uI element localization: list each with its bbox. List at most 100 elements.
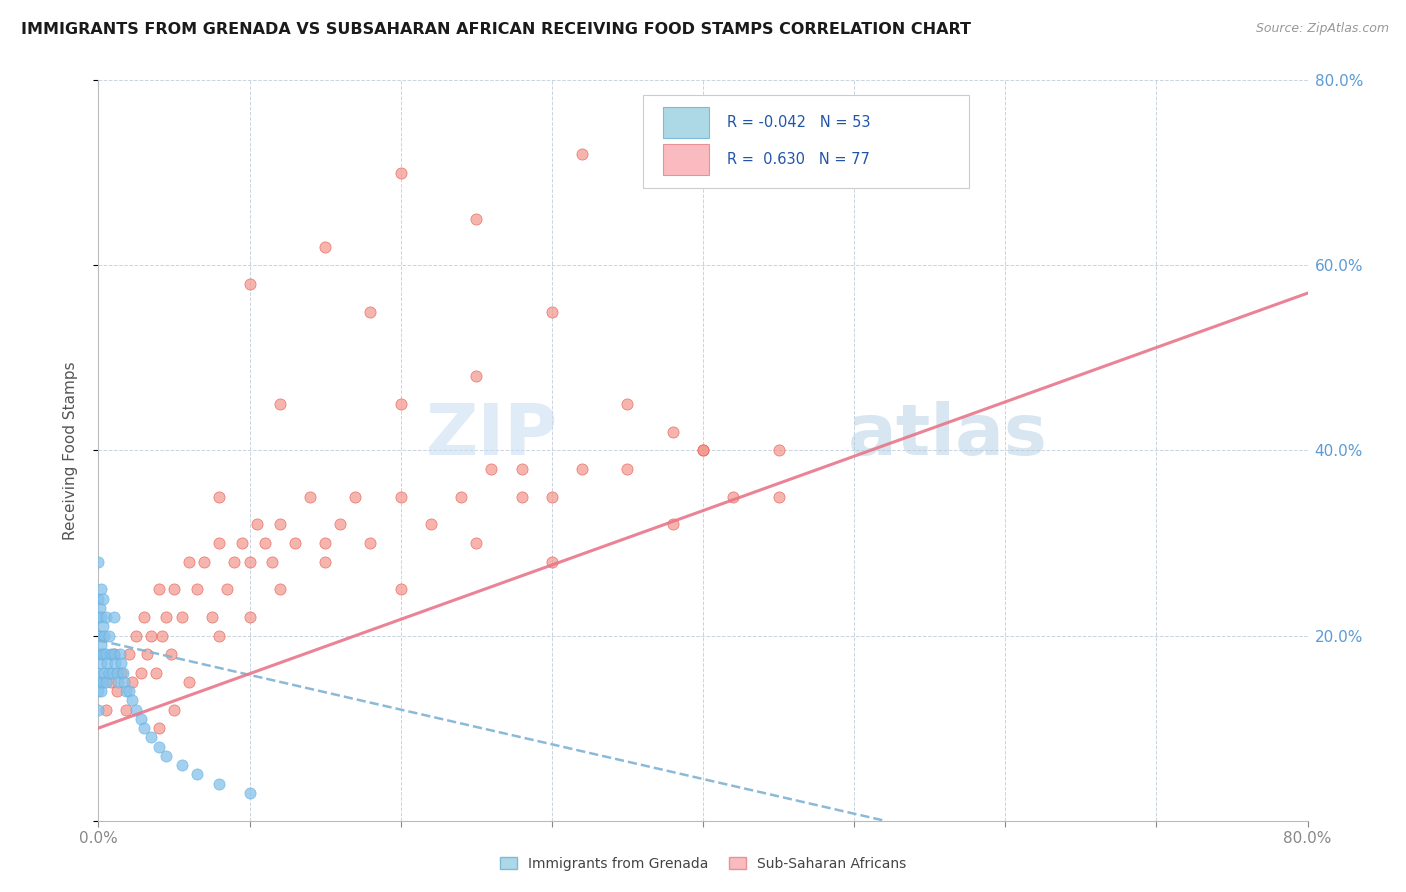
Point [661, 517, 683, 532]
Bar [664, 144, 709, 175]
Point [155, 748, 177, 763]
Point [420, 517, 443, 532]
Point [89, 647, 111, 661]
Point [262, 554, 284, 569]
Point [179, 554, 201, 569]
Point [661, 425, 683, 439]
Point [94, 610, 117, 624]
Point [150, 628, 173, 642]
Point [91, 647, 114, 661]
Point [94, 647, 117, 661]
Point [224, 554, 246, 569]
Point [135, 647, 157, 661]
Point [344, 490, 367, 504]
Point [93, 628, 115, 642]
Point [121, 674, 143, 689]
Text: ZIP: ZIP [426, 401, 558, 470]
Point [616, 397, 638, 411]
Point [87, 610, 110, 624]
Point [269, 582, 291, 597]
Text: atlas: atlas [848, 401, 1047, 470]
Point [87, 684, 110, 698]
Point [103, 647, 125, 661]
Point [465, 369, 488, 384]
Point [314, 536, 336, 550]
Point [148, 582, 170, 597]
Point [389, 166, 412, 180]
Point [170, 610, 193, 624]
Point [215, 582, 238, 597]
Point [103, 610, 125, 624]
Point [269, 397, 291, 411]
Point [129, 712, 152, 726]
Y-axis label: Receiving Food Stamps: Receiving Food Stamps [63, 361, 77, 540]
Point [571, 462, 593, 476]
Point [89, 600, 111, 615]
Point [314, 240, 336, 254]
Point [208, 628, 231, 642]
Bar [664, 107, 709, 138]
Point [132, 721, 155, 735]
Point [163, 703, 186, 717]
Point [110, 657, 132, 671]
Point [540, 490, 562, 504]
Text: Source: ZipAtlas.com: Source: ZipAtlas.com [1256, 22, 1389, 36]
Point [148, 721, 170, 735]
Point [148, 739, 170, 754]
Point [481, 462, 503, 476]
Point [98, 628, 121, 642]
Point [91, 619, 114, 633]
Point [692, 443, 714, 458]
Legend: Immigrants from Grenada, Sub-Saharan Africans: Immigrants from Grenada, Sub-Saharan Afr… [495, 851, 911, 876]
Point [208, 776, 231, 791]
Point [125, 628, 148, 642]
Point [193, 554, 215, 569]
Point [389, 397, 412, 411]
Point [450, 490, 472, 504]
Text: R =  0.630   N = 77: R = 0.630 N = 77 [727, 152, 870, 167]
Point [90, 638, 112, 652]
Point [110, 665, 132, 680]
Point [129, 665, 152, 680]
Point [125, 703, 148, 717]
Point [246, 517, 269, 532]
Point [87, 665, 110, 680]
Point [239, 610, 262, 624]
Point [616, 462, 638, 476]
Text: R = -0.042   N = 53: R = -0.042 N = 53 [727, 115, 870, 130]
Point [465, 536, 488, 550]
Point [208, 490, 231, 504]
Point [170, 758, 193, 772]
Point [94, 703, 117, 717]
Point [208, 536, 231, 550]
Point [231, 536, 253, 550]
Point [253, 536, 276, 550]
Point [87, 628, 110, 642]
Point [389, 582, 412, 597]
Point [104, 657, 127, 671]
Point [118, 684, 141, 698]
Point [389, 490, 412, 504]
Point [114, 684, 136, 698]
Point [155, 610, 177, 624]
Point [90, 684, 112, 698]
Point [105, 665, 128, 680]
Point [87, 591, 110, 606]
Point [540, 554, 562, 569]
Point [723, 490, 745, 504]
Point [87, 554, 110, 569]
Point [87, 647, 110, 661]
Point [692, 443, 714, 458]
Point [111, 665, 134, 680]
Point [89, 628, 111, 642]
Point [186, 582, 208, 597]
Point [141, 628, 163, 642]
Point [93, 665, 115, 680]
Point [101, 665, 124, 680]
Point [768, 490, 790, 504]
Point [94, 674, 117, 689]
Point [87, 703, 110, 717]
Point [90, 657, 112, 671]
Point [98, 665, 121, 680]
Point [112, 674, 135, 689]
